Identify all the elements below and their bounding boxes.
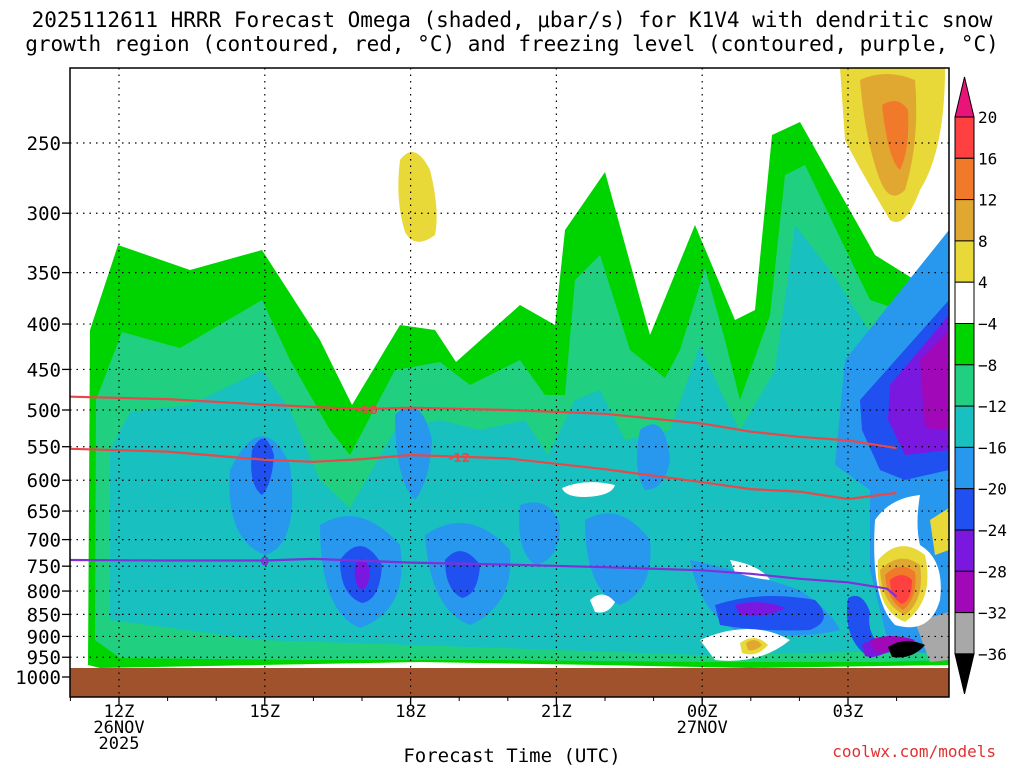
colorbar-swatch	[954, 364, 975, 407]
y-tick-label: 300	[27, 203, 61, 225]
x-tick-label: 15Z	[249, 702, 280, 722]
colorbar-label: 4	[978, 273, 988, 292]
colorbar-label: −16	[978, 438, 1007, 457]
colorbar-swatch	[954, 281, 975, 325]
colorbar-label: −20	[978, 480, 1007, 499]
colorbar-label: 20	[978, 108, 997, 127]
colorbar-swatch	[954, 570, 975, 614]
contour-line	[70, 395, 897, 450]
chart-title: 2025112611 HRRR Forecast Omega (shaded, …	[0, 8, 1024, 56]
colorbar-bottom-arrow	[954, 653, 975, 695]
y-tick-label: 550	[27, 437, 61, 459]
colorbar-swatch	[954, 240, 975, 283]
x-tick-label: 12Z	[104, 702, 135, 722]
contour-lines: -18 -12 0	[70, 395, 898, 598]
y-tick-label: 600	[27, 470, 61, 492]
colorbar-swatch	[954, 529, 975, 572]
shaded-field	[70, 68, 949, 697]
y-tick-label: 900	[27, 626, 61, 648]
y-tick-label: 650	[27, 501, 61, 523]
y-tick-label: 350	[27, 263, 61, 285]
y-tick-label: 750	[27, 556, 61, 578]
colorbar-top-arrow	[954, 76, 975, 118]
colorbar-swatch	[954, 323, 975, 366]
colorbar-label: −24	[978, 521, 1007, 540]
colorbar-label: −4	[978, 315, 997, 334]
colorbar-label: −32	[978, 604, 1007, 623]
y-tick-label: 450	[27, 359, 61, 381]
y-tick-label: 800	[27, 581, 61, 603]
ground-fill	[70, 668, 949, 697]
colorbar-swatch	[954, 488, 975, 531]
colorbar-swatch	[954, 446, 975, 490]
x-tick-label: 18Z	[395, 702, 426, 722]
colorbar-label: 12	[978, 191, 997, 210]
contour-label: 0	[261, 554, 269, 568]
colorbar-swatch	[954, 199, 975, 242]
contour-label: -18	[356, 403, 378, 417]
x-tick-label: 00Z	[687, 702, 718, 722]
credit-link[interactable]: coolwx.com/models	[832, 742, 996, 761]
title-line-1: 2025112611 HRRR Forecast Omega (shaded, …	[31, 8, 993, 32]
y-tick-label: 850	[27, 604, 61, 626]
colorbar-label: 8	[978, 232, 988, 251]
x-tick-date-label: 27NOV	[677, 718, 728, 738]
colorbar-label: −28	[978, 562, 1007, 581]
y-tick-label: 950	[27, 647, 61, 669]
x-axis-label: Forecast Time (UTC)	[403, 745, 621, 767]
colorbar-label: −36	[978, 645, 1007, 664]
x-tick-label: 21Z	[541, 702, 572, 722]
y-tick-label: 700	[27, 530, 61, 552]
x-tick-label: 03Z	[833, 702, 864, 722]
colorbar-label: −12	[978, 397, 1007, 416]
plot-frame	[69, 67, 950, 698]
colorbar-swatch	[954, 116, 975, 159]
x-tick-date-label: 2025	[99, 734, 140, 754]
y-tick-label: 1000	[15, 667, 61, 689]
title-line-2: growth region (contoured, red, °C) and f…	[25, 32, 999, 56]
contour-line	[70, 447, 897, 501]
colorbar-swatch	[954, 157, 975, 201]
colorbar-swatch	[954, 405, 975, 448]
y-axis: 2503003504004505005506006507007508008509…	[15, 133, 70, 689]
y-tick-label: 400	[27, 314, 61, 336]
colorbar-swatch	[954, 612, 975, 655]
y-tick-label: 250	[27, 133, 61, 155]
y-tick-label: 500	[27, 400, 61, 422]
grid-lines	[70, 68, 949, 697]
contour-label: -12	[448, 451, 470, 465]
colorbar: 20 16 12 8 4 −4 −8 −12 −16 −20 −24 −28 −32 −36	[954, 76, 1007, 695]
x-tick-date-label: 26NOV	[93, 718, 144, 738]
contour-line	[70, 557, 898, 598]
colorbar-label: −8	[978, 356, 997, 375]
colorbar-label: 16	[978, 149, 997, 168]
